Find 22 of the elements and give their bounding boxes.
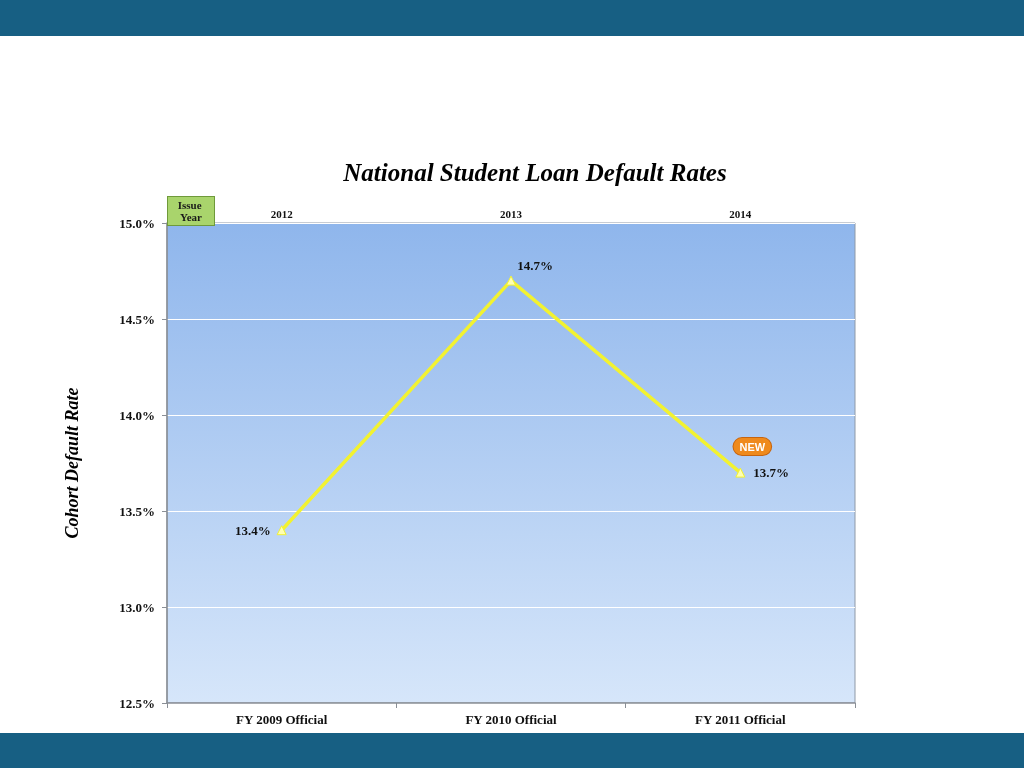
y-tick-label: 14.5%	[119, 311, 155, 327]
y-tick-label: 14.0%	[119, 407, 155, 423]
annotation: NEW	[739, 440, 766, 453]
data-label: 13.4%	[234, 522, 271, 538]
x-tick-label: FY 2009 Official	[236, 712, 328, 727]
point	[276, 525, 287, 536]
point	[506, 275, 516, 286]
y-tick-label: 13.5%	[119, 503, 155, 519]
y-tick-label: 13.0%	[119, 599, 155, 615]
x-tick-label: FY 2011 Official	[695, 712, 786, 727]
y-tick-label: 12.5%	[119, 695, 155, 711]
x2-tick-label: 2014	[729, 207, 752, 220]
x2-tick-label: 2013	[500, 207, 523, 220]
chart-title: National Student Loan Default Rates	[342, 159, 727, 186]
point	[735, 467, 746, 478]
x-tick-label: FY 2010 Official	[465, 712, 557, 727]
data-label: 13.7%	[753, 465, 790, 481]
y-tick-label: 15.0%	[119, 215, 155, 231]
x2-axis-title: Issue Year	[177, 199, 205, 223]
data-label: 14.7%	[517, 257, 553, 273]
y-axis-title: Cohort Default Rate	[62, 387, 82, 539]
x2-tick-label: 2012	[270, 207, 294, 220]
